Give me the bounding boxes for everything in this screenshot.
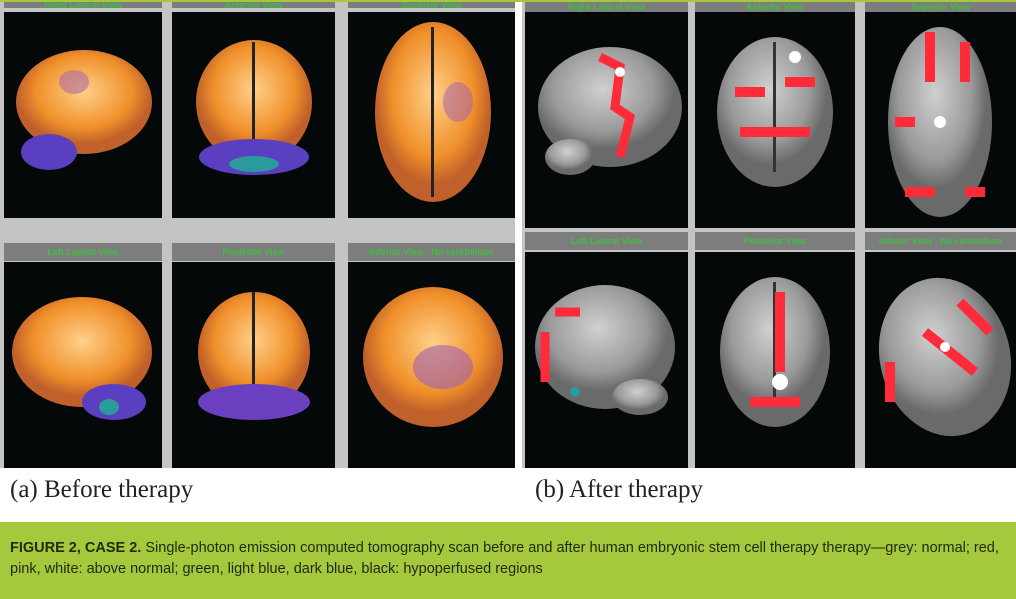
brain-scan-after-superior [865,12,1016,228]
brain-scan-after-anterior [695,12,855,228]
brain-scan-before-anterior [172,12,335,218]
brain-scan-after-left-lateral [525,252,688,468]
view-label: Anterior View [172,2,335,8]
brain-scan-before-superior [348,12,515,218]
brain-scan-before-inferior [348,262,515,468]
brain-scan-before-right-lateral [4,12,162,218]
view-label: Inferior View - No cerebellum [348,243,515,261]
subfigure-label-b: (b) After therapy [535,476,703,503]
view-label: Posterior View [695,232,855,250]
top-rule [0,0,1016,2]
view-label: Superior View [865,2,1016,12]
figure-caption: FIGURE 2, CASE 2. Single-photon emission… [0,522,1016,599]
view-label: Anterior View [695,2,855,12]
brain-scan-after-posterior [695,252,855,468]
view-label: Inferior View - No cerebellum [865,232,1016,250]
view-label: Right Lateral View [525,2,688,12]
view-label: Right Lateral View [4,2,162,8]
brain-scan-after-inferior [865,252,1016,468]
brain-scan-before-posterior [172,262,335,468]
view-label: Left Lateral View [525,232,688,250]
brain-scan-before-left-lateral [4,262,162,468]
view-label: Posterior View [172,243,335,261]
caption-text: Single-photon emission computed tomograp… [10,540,999,577]
subfigure-label-a: (a) Before therapy [10,476,194,503]
brain-scan-after-right-lateral [525,12,688,228]
view-label: Left Lateral View [4,243,162,261]
caption-title: FIGURE 2, CASE 2. [10,540,142,556]
view-label: Superior View [348,2,515,8]
after-panel: Right Lateral View Anterior View Superio… [522,2,1016,468]
before-panel: Right Lateral View Anterior View Superio… [0,2,515,468]
